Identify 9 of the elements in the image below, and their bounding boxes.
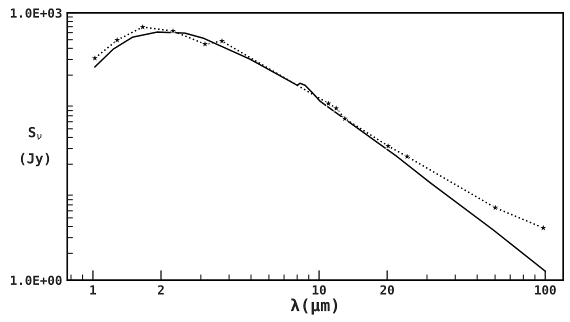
x-tick-label: 2: [158, 285, 164, 294]
x-tick-label: 20: [380, 285, 394, 295]
y-tick-label: 1.0E+00: [10, 276, 62, 286]
x-tick-label: 1: [90, 285, 96, 294]
x-axis-title: λ(μm): [290, 298, 338, 315]
x-tick-label: 10: [312, 285, 326, 295]
text: S$_{ν}$ (Jy): [20, 126, 50, 166]
x-tick-label: 100: [535, 285, 556, 295]
y-tick-label: 1.0E+03: [10, 8, 62, 18]
